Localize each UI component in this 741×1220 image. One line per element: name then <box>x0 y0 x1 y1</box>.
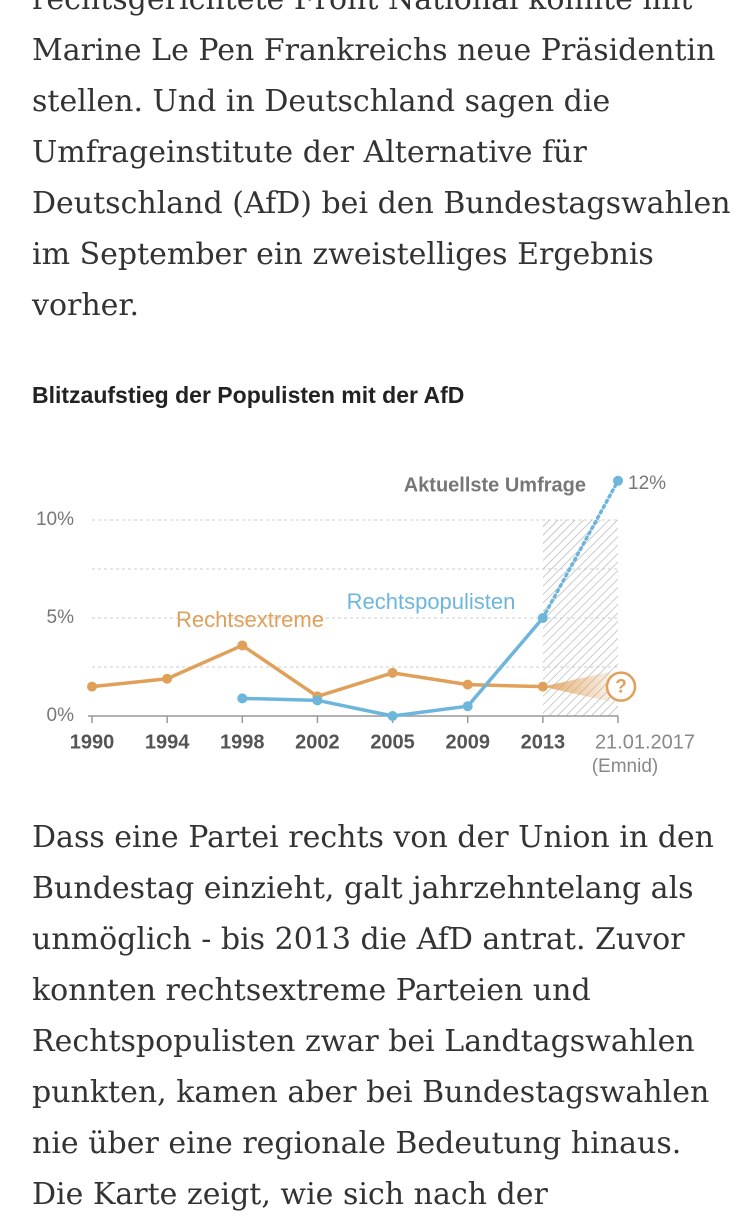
x-tick-label: 1994 <box>145 731 190 753</box>
text-line: Bundestag einzieht, galt jahrzehntelang … <box>32 871 694 906</box>
projection-fan <box>542 671 610 702</box>
text-line: unmöglich - bis 2013 die AfD antrat. Zuv… <box>32 922 685 957</box>
text-line: im September ein zweistelliges Ergebnis <box>32 237 654 272</box>
data-point <box>462 679 473 690</box>
data-point <box>387 667 398 678</box>
x-tick-label: 2002 <box>295 731 340 753</box>
data-point <box>387 711 398 721</box>
x-tick-label: 2013 <box>521 731 566 753</box>
x-tick-label: 2005 <box>370 731 415 753</box>
paragraph: rechtsgerichtete Front National könnte m… <box>32 0 732 331</box>
y-tick-label: 10% <box>36 509 74 530</box>
text-line: Marine Le Pen Frankreichs neue Präsident… <box>32 33 716 68</box>
x-tick-label: 2009 <box>445 731 490 753</box>
text-line: konnten rechtsextreme Parteien und <box>32 973 591 1008</box>
series-label: Rechtsextreme <box>176 607 324 632</box>
data-point <box>162 673 173 684</box>
data-point <box>87 681 97 692</box>
text-line: vorher. <box>32 288 140 323</box>
x-tick-note: (Emnid) <box>592 756 659 777</box>
text-line: punkten, kamen aber bei Bundestagswahlen <box>32 1075 710 1110</box>
data-point <box>462 701 473 712</box>
text-line: Deutschland (AfD) bei den Bundestagswahl… <box>32 186 731 221</box>
chart-title: Blitzaufstieg der Populisten mit der AfD <box>32 382 465 408</box>
unknown-marker <box>605 671 637 702</box>
text-line: Rechtspopulisten zwar bei Landtagswahlen <box>32 1024 695 1059</box>
text-line: Dass eine Partei rechts von der Union in… <box>32 820 714 855</box>
data-point <box>537 613 548 623</box>
text-line: Umfrageinstitute der Alternative für <box>32 135 587 170</box>
data-point <box>613 475 623 486</box>
text-line: nie über eine regionale Bedeutung hinaus… <box>32 1126 682 1161</box>
data-point <box>237 640 248 651</box>
data-label: 12% <box>628 473 666 494</box>
y-tick-label: 5% <box>47 607 75 628</box>
data-point <box>237 693 248 704</box>
annotation: Aktuellste Umfrage <box>404 474 586 496</box>
unknown-marker-label: ? <box>615 677 627 698</box>
x-tick-label: 1998 <box>220 731 265 753</box>
data-point <box>537 681 548 692</box>
projection-line <box>541 479 620 620</box>
series-label: Rechtspopulisten <box>347 589 516 614</box>
text-line: rechtsgerichtete Front National könnte m… <box>32 0 732 25</box>
text-line: stellen. Und in Deutschland sagen die <box>32 84 611 119</box>
y-tick-label: 0% <box>47 705 75 726</box>
data-line <box>91 643 543 699</box>
text-line: Die Karte zeigt, wie sich nach der <box>32 1177 548 1212</box>
x-tick-label: 21.01.2017 <box>595 731 695 753</box>
data-point <box>312 695 323 706</box>
paragraph: Dass eine Partei rechts von der Union in… <box>32 812 732 1220</box>
x-tick-label: 1990 <box>70 731 115 753</box>
